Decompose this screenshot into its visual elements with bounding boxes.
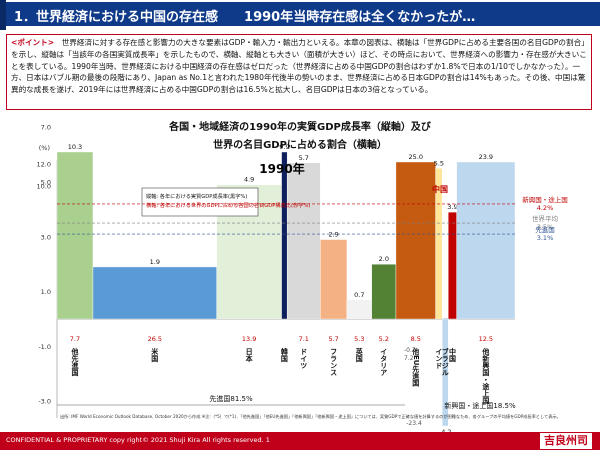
category-label-5: フランス bbox=[330, 348, 338, 376]
y-tick-label: -3.0 bbox=[38, 398, 51, 406]
y-axis-unit: (%) bbox=[39, 144, 50, 152]
source-note: 出所: IMF World Economic Outlook Database,… bbox=[60, 413, 561, 420]
growth-label-5: 2.9 bbox=[328, 231, 338, 239]
category-label-10: ブラジル bbox=[441, 347, 449, 376]
growth-label-9: 5.5 bbox=[434, 159, 444, 167]
growth-label-12: 23.9 bbox=[479, 153, 493, 161]
bar-6 bbox=[346, 299, 372, 320]
chart-title-line2: 世界の名目GDPに占める割合（横軸） bbox=[213, 140, 387, 151]
growth-label-2: 4.9 bbox=[244, 176, 254, 184]
category-label-2: 日本 bbox=[245, 348, 254, 363]
growth-label-7: 2.0 bbox=[379, 255, 389, 263]
bar-0 bbox=[56, 151, 94, 320]
point-tag: <ポイント> bbox=[11, 38, 55, 47]
share-label-0: 7.7 bbox=[70, 335, 80, 343]
growth-label-11: 3.9 bbox=[447, 203, 457, 211]
growth-label-0: 10.3 bbox=[68, 143, 82, 151]
brazil-low-label: -23.4 bbox=[406, 420, 422, 427]
china-callout: 中国 bbox=[432, 184, 448, 194]
legend-line2: 横軸: 各年における世界のGDPに占める各国の名目GDP構成比(赤字%) bbox=[146, 201, 310, 209]
y-tick-label: -1.0 bbox=[38, 343, 51, 351]
title-decoration bbox=[0, 0, 6, 30]
category-label-1: 米国 bbox=[150, 347, 159, 363]
bar-5 bbox=[320, 239, 348, 320]
growth-label-4: 5.7 bbox=[299, 154, 309, 162]
share-label-4: 7.1 bbox=[299, 335, 309, 343]
bar-1 bbox=[92, 266, 217, 320]
ref-label-2: 先進国 bbox=[535, 225, 555, 234]
category-label-8: 他EU先進国 bbox=[412, 347, 421, 387]
bar-10 bbox=[441, 318, 449, 427]
category-label-3: 韓国 bbox=[280, 347, 288, 363]
point-box: <ポイント> 世界経済に対する存在感と影響力の大きな要素はGDP・輸入力・輸出力… bbox=[6, 34, 592, 110]
year-label: 1990年 bbox=[259, 161, 304, 176]
category-label-9: インド bbox=[435, 348, 443, 369]
title-band bbox=[6, 2, 600, 26]
ref-label-0: 新興国・途上国 bbox=[522, 195, 568, 204]
legend-line1: 縦軸: 各年における実質GDP成長率(黒字%) bbox=[146, 192, 247, 200]
category-label-7: イタリア bbox=[380, 348, 388, 376]
ref-label-1: 世界平均 bbox=[532, 214, 559, 223]
bar-4 bbox=[286, 162, 321, 320]
share-label-7: 5.2 bbox=[379, 335, 389, 343]
share-label-2: 13.9 bbox=[242, 335, 256, 343]
bar-8 bbox=[395, 161, 436, 320]
footer-copyright: CONFIDENTIAL & PROPRIETARY copy right© 2… bbox=[6, 436, 270, 444]
extra-label-1: -0.7 bbox=[404, 347, 416, 354]
title-bar: 1．世界経済における中国の存在感 1990年当時存在感は全くなかったが… bbox=[0, 0, 600, 30]
category-label-4: ドイツ bbox=[300, 348, 308, 369]
growth-label-8: 25.0 bbox=[409, 153, 423, 161]
bar-3 bbox=[281, 151, 288, 320]
footer: CONFIDENTIAL & PROPRIETARY copy right© 2… bbox=[0, 432, 600, 450]
bar-11 bbox=[448, 211, 457, 320]
category-label-6: 英国 bbox=[355, 347, 364, 363]
category-label-12: 他新興国・途上国 bbox=[481, 347, 490, 405]
emerging-label: 新興国・途上国18.5% bbox=[444, 401, 516, 410]
y-tick-label: 1.0 bbox=[41, 288, 51, 296]
growth-label-6: 0.7 bbox=[354, 291, 364, 299]
ref-value-1: 3.5% bbox=[537, 223, 554, 231]
page-title: 1．世界経済における中国の存在感 1990年当時存在感は全くなかったが… bbox=[14, 10, 476, 25]
share-label-5: 5.7 bbox=[328, 335, 338, 343]
growth-label-3: 9.9 bbox=[279, 143, 289, 151]
advanced-label: 先進国81.5% bbox=[209, 394, 253, 403]
y-tick-label: 12.0 bbox=[37, 161, 51, 169]
extra-label-2: 7.2 bbox=[404, 355, 414, 362]
category-label-11: 中国 bbox=[448, 347, 456, 363]
y-tick-label: 10.0 bbox=[37, 183, 51, 191]
y-tick-label: 7.0 bbox=[41, 124, 51, 132]
share-label-1: 26.5 bbox=[148, 335, 162, 343]
chart-title-line1: 各国・地域経済の1990年の実質GDP成長率（縦軸）及び bbox=[169, 122, 431, 133]
share-label-12: 12.5 bbox=[479, 335, 493, 343]
growth-label-1: 1.9 bbox=[150, 258, 160, 266]
ref-value-0: 4.2% bbox=[537, 204, 554, 212]
y-tick-label: 3.0 bbox=[41, 233, 51, 241]
ref-value-2: 3.1% bbox=[537, 234, 554, 242]
point-text: 世界経済に対する存在感と影響力の大きな要素はGDP・輸入力・輸出力といえる。本章… bbox=[11, 38, 587, 95]
legend-box bbox=[141, 187, 259, 217]
bar-9 bbox=[435, 168, 443, 320]
share-label-6: 5.3 bbox=[354, 335, 364, 343]
bar-7 bbox=[371, 264, 397, 320]
bar-12 bbox=[456, 161, 516, 320]
category-label-0: 他先進国 bbox=[71, 347, 80, 377]
footer-signature: 吉良州司 bbox=[540, 433, 592, 449]
share-label-8: 8.5 bbox=[411, 335, 421, 343]
y-tick-label: 5.0 bbox=[41, 179, 51, 187]
